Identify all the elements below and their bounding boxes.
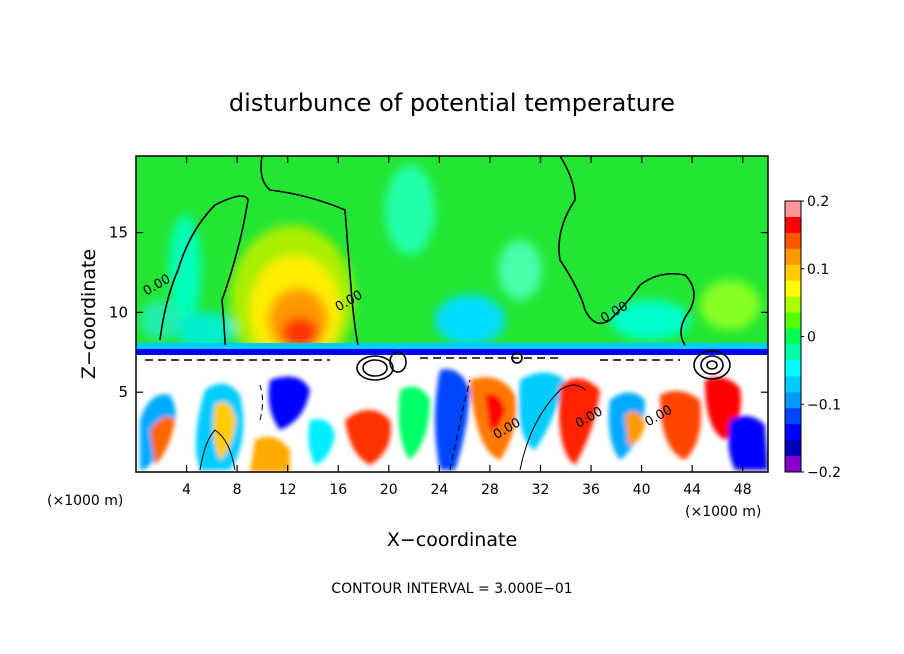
y-axis-label: Z−coordinate <box>78 249 100 379</box>
x-tick-label: 44 <box>683 482 701 498</box>
turb-8 <box>435 369 470 470</box>
contour-interval-note: CONTOUR INTERVAL = 3.000E−01 <box>331 581 572 597</box>
turb-14 <box>625 411 645 445</box>
zero-contour-mid <box>260 155 359 346</box>
contour-dash-band <box>145 357 680 361</box>
x-tick-label: 40 <box>633 482 651 498</box>
contour-lower-3 <box>449 379 471 471</box>
turb-10 <box>485 394 505 430</box>
y-tick-label: 5 <box>118 383 128 401</box>
colorbar-swatch <box>785 408 801 425</box>
colorbar-swatch <box>785 376 801 393</box>
x-tick-label: 4 <box>182 482 191 498</box>
warm-anomaly-core <box>282 317 318 347</box>
zero-contour-left <box>159 195 249 346</box>
x-tick-label: 12 <box>279 482 297 498</box>
plot-frame <box>135 155 769 473</box>
plot-area <box>136 156 768 472</box>
cool-patch-6 <box>610 300 690 340</box>
turb-12 <box>559 378 600 465</box>
colorbar-tick-label: 0.2 <box>807 194 829 210</box>
colorbar-swatch <box>785 280 801 298</box>
x-tick-label: 32 <box>532 482 550 498</box>
colorbar-swatch <box>785 248 801 266</box>
contour-lower-4 <box>259 384 263 421</box>
cool-patch-7 <box>140 300 180 340</box>
x-tick-label: 16 <box>329 482 347 498</box>
contour-lower-1 <box>199 429 236 471</box>
turb-7 <box>398 386 430 460</box>
x-axis-label: X−coordinate <box>387 529 517 551</box>
x-tick-label: 48 <box>734 482 752 498</box>
colorbar-swatch <box>785 424 801 441</box>
colorbar-swatch <box>785 344 801 361</box>
turb-19 <box>308 419 335 465</box>
cool-patch-2 <box>175 312 235 348</box>
turb-17 <box>728 416 768 470</box>
contour-cluster-1 <box>356 355 394 381</box>
contour-lower-2 <box>519 384 586 471</box>
colorbar: 0.2 0.1 0 −0.1 −0.2 <box>784 194 841 481</box>
x-unit-left: (×1000 m) <box>47 493 123 509</box>
colorbar-tick-label: 0 <box>807 330 816 346</box>
colorbar-swatch <box>785 264 801 282</box>
cool-patch-5 <box>498 240 542 300</box>
colorbar-tick-label: −0.1 <box>807 397 841 413</box>
y-tick-label: 10 <box>109 303 128 321</box>
x-unit-right: (×1000 m) <box>685 504 761 520</box>
colorbar-swatch <box>785 296 801 314</box>
cool-patch-4 <box>435 295 505 345</box>
cool-patch-1 <box>169 215 201 325</box>
x-axis: 4 8 12 16 20 24 28 32 36 40 44 48 <box>182 156 752 498</box>
turb-18 <box>250 436 290 472</box>
x-tick-label: 36 <box>582 482 600 498</box>
turb-6 <box>345 410 391 465</box>
colorbar-tick-label: 0.1 <box>807 262 829 278</box>
inversion-band-blue <box>136 349 768 355</box>
zero-contour-right <box>558 155 695 346</box>
colorbar-swatch <box>785 232 801 250</box>
x-tick-label: 20 <box>380 482 398 498</box>
colorbar-swatch <box>785 360 801 377</box>
x-tick-label: 28 <box>481 482 499 498</box>
y-tick-label: 15 <box>109 224 128 242</box>
colorbar-swatch <box>785 440 801 457</box>
turb-4 <box>213 402 236 460</box>
contour-cluster-2 <box>693 350 731 380</box>
colorbar-swatch <box>785 328 801 345</box>
turb-11 <box>519 372 565 450</box>
chart-title: disturbunce of potential temperature <box>229 89 675 117</box>
contour-lines <box>145 155 731 471</box>
turb-15 <box>660 391 701 460</box>
inversion-band-cyan <box>136 343 768 351</box>
colorbar-swatch <box>785 201 801 218</box>
contour-cluster-3 <box>511 352 523 364</box>
colorbar-tick-label: −0.2 <box>807 465 841 481</box>
colorbar-swatch <box>785 216 801 234</box>
cool-patch-3 <box>385 165 435 255</box>
colorbar-swatch <box>785 312 801 330</box>
colorbar-swatch <box>785 392 801 409</box>
x-tick-label: 8 <box>233 482 242 498</box>
turb-5 <box>268 376 310 430</box>
warm-patch-r <box>700 280 760 330</box>
colorbar-swatch <box>785 456 801 473</box>
x-tick-label: 24 <box>430 482 448 498</box>
y-axis: 5 10 15 <box>109 224 768 401</box>
turb-2 <box>150 416 175 465</box>
